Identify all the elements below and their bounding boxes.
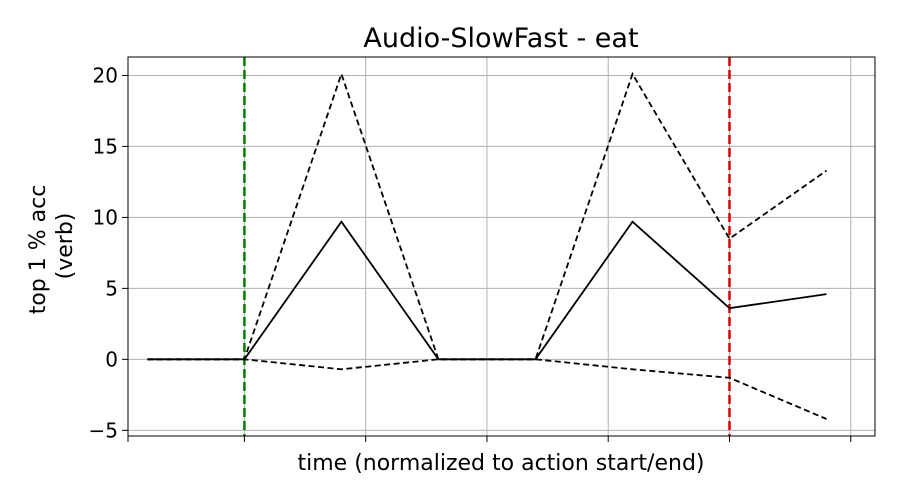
ticks: −5 0 5 10 15 20 bbox=[89, 63, 852, 442]
series-line-upper bbox=[147, 71, 828, 361]
chart-title: Audio-SlowFast - eat bbox=[363, 23, 638, 54]
reference-lines bbox=[243, 57, 731, 436]
x-axis-title: time (normalized to action start/end) bbox=[298, 451, 705, 476]
y-tick-label: 15 bbox=[93, 134, 118, 158]
y-axis-title-line-1: top 1 % acc bbox=[26, 185, 51, 315]
y-tick-label: 0 bbox=[105, 347, 118, 371]
plot-frame bbox=[127, 56, 876, 437]
y-axis-title-line-2: (verb) bbox=[53, 213, 78, 280]
y-tick-label: 20 bbox=[93, 63, 118, 87]
series-lines bbox=[147, 71, 828, 420]
grid bbox=[127, 57, 875, 436]
y-tick-label: 10 bbox=[93, 205, 118, 229]
y-axis-title: top 1 % acc (verb) bbox=[26, 178, 78, 315]
series-line-mean bbox=[147, 220, 827, 361]
y-tick-label: 5 bbox=[105, 276, 118, 300]
y-tick-label: −5 bbox=[89, 418, 118, 442]
